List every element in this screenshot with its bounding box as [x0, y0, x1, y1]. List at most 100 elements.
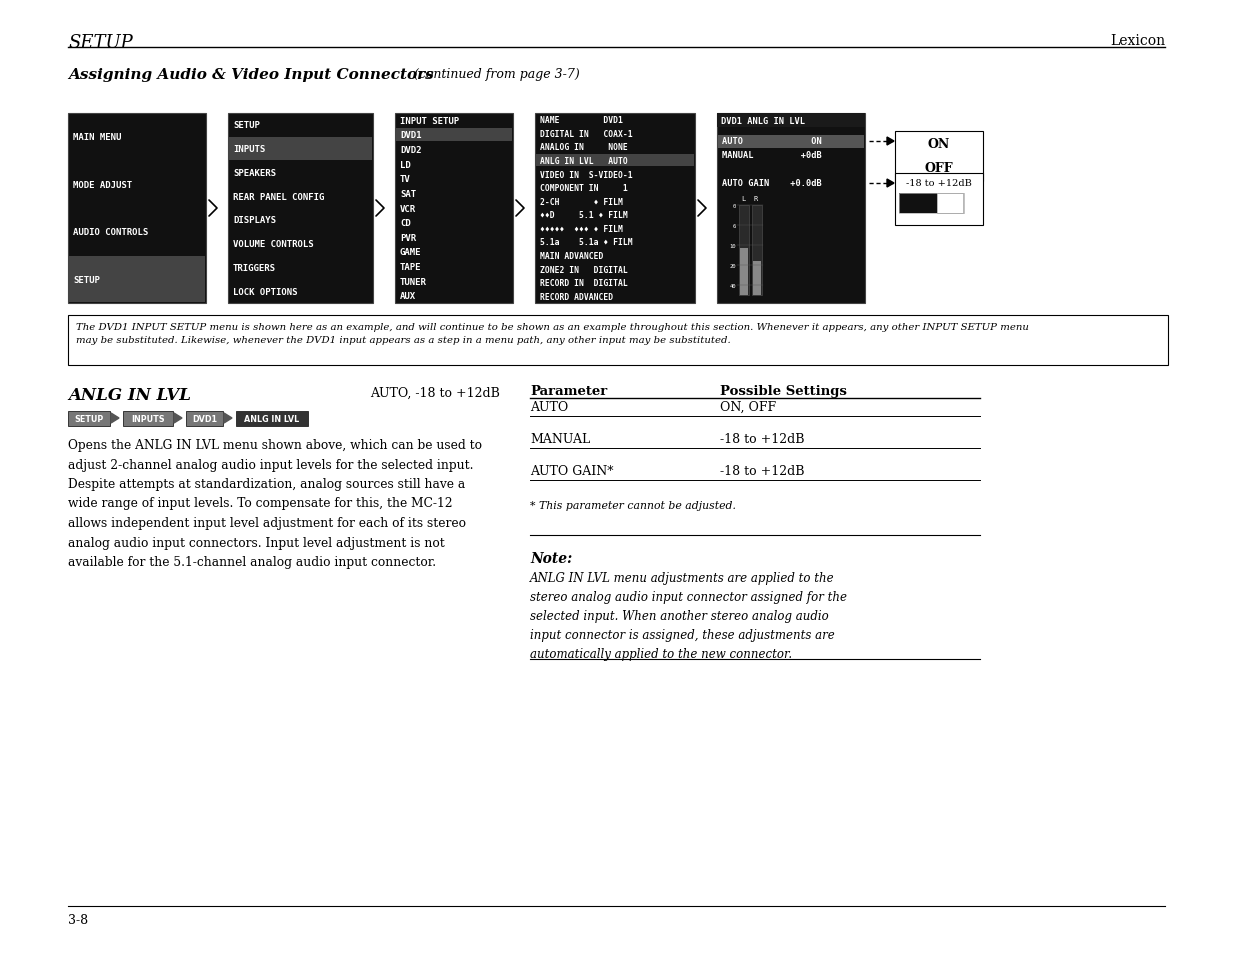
Text: COMPONENT IN     1: COMPONENT IN 1 [540, 184, 627, 193]
Bar [718, 113, 864, 304]
Bar [740, 249, 748, 295]
Text: AUX: AUX [400, 292, 416, 301]
Text: ANLG IN LVL: ANLG IN LVL [68, 387, 191, 403]
Text: Note:: Note: [530, 552, 572, 565]
Text: Opens the ANLG IN LVL menu shown above, which can be used to
adjust 2-channel an: Opens the ANLG IN LVL menu shown above, … [68, 438, 482, 568]
Text: SETUP: SETUP [68, 34, 132, 52]
Text: ANLG IN LVL   AUTO: ANLG IN LVL AUTO [540, 157, 627, 166]
Bar [68, 113, 206, 304]
Text: 0: 0 [732, 203, 736, 209]
Polygon shape [887, 180, 894, 188]
Text: AUTO             ON: AUTO ON [722, 137, 821, 147]
Text: DVD1: DVD1 [191, 414, 217, 423]
Text: TAPE: TAPE [400, 263, 421, 272]
Text: The DVD1 INPUT SETUP menu is shown here as an example, and will continue to be s: The DVD1 INPUT SETUP menu is shown here … [77, 323, 1029, 344]
Text: VIDEO IN  S-VIDEO-1: VIDEO IN S-VIDEO-1 [540, 171, 632, 179]
Text: ANLG IN LVL: ANLG IN LVL [245, 414, 300, 423]
Text: AUTO, -18 to +12dB: AUTO, -18 to +12dB [370, 387, 500, 399]
Text: -18 to +12dB: -18 to +12dB [720, 433, 804, 446]
Bar [396, 129, 513, 142]
Text: ANLG IN LVL menu adjustments are applied to the
stereo analog audio input connec: ANLG IN LVL menu adjustments are applied… [530, 572, 847, 660]
Bar [895, 132, 983, 182]
Bar [124, 411, 173, 426]
Text: MAIN MENU: MAIN MENU [73, 133, 121, 142]
Text: 10: 10 [730, 243, 736, 248]
Text: LOCK OPTIONS: LOCK OPTIONS [233, 287, 298, 296]
Text: DISPLAYS: DISPLAYS [233, 216, 275, 225]
Polygon shape [111, 414, 119, 423]
Text: -18 to +12dB: -18 to +12dB [906, 179, 972, 189]
Text: RECORD ADVANCED: RECORD ADVANCED [540, 293, 613, 301]
Bar [186, 411, 224, 426]
Text: Parameter: Parameter [530, 385, 608, 397]
Text: TV: TV [400, 175, 411, 184]
Text: MAIN ADVANCED: MAIN ADVANCED [540, 252, 604, 261]
Text: SAT: SAT [400, 190, 416, 198]
Text: ON: ON [927, 138, 950, 152]
Text: Lexicon: Lexicon [1110, 34, 1165, 48]
Bar [937, 193, 963, 213]
Bar [395, 113, 513, 304]
Bar [752, 206, 762, 295]
Text: 6: 6 [732, 223, 736, 229]
Text: ZONE2 IN   DIGITAL: ZONE2 IN DIGITAL [540, 265, 627, 274]
Text: 2-CH       ♦ FILM: 2-CH ♦ FILM [540, 197, 622, 207]
Bar [236, 411, 308, 426]
Text: * This parameter cannot be adjusted.: * This parameter cannot be adjusted. [530, 500, 736, 511]
Text: ♦♦♦♦♦  ♦♦♦ ♦ FILM: ♦♦♦♦♦ ♦♦♦ ♦ FILM [540, 225, 622, 233]
Text: (continued from page 3-7): (continued from page 3-7) [410, 68, 579, 81]
Bar [68, 315, 1168, 366]
Bar [69, 256, 205, 303]
Text: TUNER: TUNER [400, 277, 427, 286]
Bar [753, 261, 761, 295]
Text: GAME: GAME [400, 248, 421, 257]
Polygon shape [174, 414, 182, 423]
Text: VOLUME CONTROLS: VOLUME CONTROLS [233, 240, 314, 249]
Text: REAR PANEL CONFIG: REAR PANEL CONFIG [233, 193, 325, 201]
Text: INPUTS: INPUTS [131, 414, 164, 423]
Text: DVD1 ANLG IN LVL: DVD1 ANLG IN LVL [721, 116, 805, 126]
Text: ♦♦D     5.1 ♦ FILM: ♦♦D 5.1 ♦ FILM [540, 211, 627, 220]
Polygon shape [887, 138, 894, 146]
Text: OFF: OFF [925, 161, 953, 174]
Text: MANUAL: MANUAL [530, 433, 590, 446]
Text: DIGITAL IN   COAX-1: DIGITAL IN COAX-1 [540, 130, 632, 139]
Text: Possible Settings: Possible Settings [720, 385, 847, 397]
Text: ANALOG IN     NONE: ANALOG IN NONE [540, 143, 627, 152]
Text: CD: CD [400, 219, 411, 228]
Bar [718, 113, 864, 128]
Text: SETUP: SETUP [74, 414, 104, 423]
Text: Assigning Audio & Video Input Connectors: Assigning Audio & Video Input Connectors [68, 68, 433, 82]
Text: R: R [753, 195, 757, 202]
Text: 20: 20 [730, 263, 736, 268]
Text: PVR: PVR [400, 233, 416, 242]
Text: SETUP: SETUP [233, 121, 259, 131]
Text: L: L [741, 195, 745, 202]
Text: INPUT SETUP: INPUT SETUP [400, 116, 459, 126]
Text: NAME         DVD1: NAME DVD1 [540, 116, 622, 125]
Text: ON, OFF: ON, OFF [720, 400, 776, 414]
Bar [899, 193, 937, 213]
Text: AUDIO CONTROLS: AUDIO CONTROLS [73, 228, 148, 237]
Text: 3-8: 3-8 [68, 913, 88, 926]
Bar [739, 206, 748, 295]
Text: 40: 40 [730, 283, 736, 288]
Text: TRIGGERS: TRIGGERS [233, 264, 275, 273]
Bar [895, 173, 983, 226]
Polygon shape [224, 414, 232, 423]
Bar [535, 113, 695, 304]
Bar [228, 113, 373, 304]
Bar [899, 193, 965, 213]
Text: MANUAL         +0dB: MANUAL +0dB [722, 152, 821, 160]
Bar [68, 411, 110, 426]
Text: AUTO: AUTO [530, 400, 568, 414]
Text: 5.1a    5.1a ♦ FILM: 5.1a 5.1a ♦ FILM [540, 238, 632, 247]
Text: LD: LD [400, 160, 411, 170]
Text: AUTO GAIN    +0.0dB: AUTO GAIN +0.0dB [722, 179, 821, 189]
Text: INPUTS: INPUTS [233, 145, 266, 154]
Text: -18 to +12dB: -18 to +12dB [720, 464, 804, 477]
Text: SETUP: SETUP [73, 275, 100, 284]
Bar [536, 154, 694, 167]
Text: SPEAKERS: SPEAKERS [233, 169, 275, 177]
Text: DVD2: DVD2 [400, 146, 421, 155]
